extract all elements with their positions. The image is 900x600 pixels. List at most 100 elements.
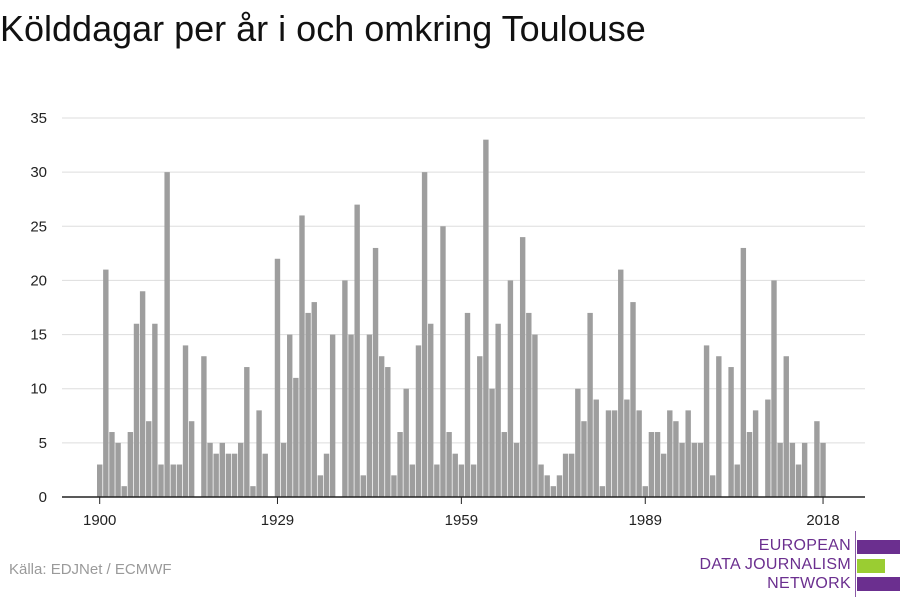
- bar-1935: [311, 302, 317, 497]
- bar-2018: [820, 442, 826, 497]
- y-tick-label: 15: [30, 327, 47, 344]
- y-axis-ticks: 0 5 10 15 20 25 30 35: [30, 110, 47, 506]
- bar-1942: [354, 204, 360, 497]
- bar-1909: [152, 323, 158, 497]
- bar-1932: [293, 377, 299, 497]
- bar-1988: [636, 410, 642, 497]
- bar-2000: [710, 475, 716, 497]
- bar-2009: [765, 399, 771, 497]
- bar-1979: [581, 421, 587, 497]
- bar-1980: [587, 312, 593, 497]
- bar-1915: [188, 421, 195, 497]
- bar-1990: [648, 432, 655, 497]
- bar-2005: [740, 247, 747, 497]
- bar-1917: [201, 356, 207, 497]
- bar-1951: [409, 464, 416, 497]
- bar-1987: [630, 302, 636, 497]
- edjnet-logo: EUROPEAN DATA JOURNALISM NETWORK: [700, 531, 900, 597]
- bar-2001: [716, 356, 722, 497]
- gridlines: [62, 117, 865, 444]
- bar-1955: [434, 464, 440, 497]
- bar-1901: [103, 269, 109, 497]
- bar-1971: [532, 334, 538, 497]
- bar-2003: [728, 367, 734, 497]
- bar-1910: [158, 464, 164, 497]
- bar-1960: [464, 312, 471, 497]
- bar-1959: [458, 464, 465, 497]
- bar-1904: [121, 486, 127, 497]
- bar-1907: [139, 291, 146, 497]
- bar-1918: [207, 442, 213, 497]
- bar-1930: [280, 442, 287, 497]
- bar-1914: [182, 345, 189, 497]
- bar-1941: [348, 334, 354, 497]
- bar-1938: [329, 334, 336, 497]
- bar-1975: [556, 475, 563, 497]
- bar-1996: [685, 410, 691, 497]
- bar-1931: [287, 334, 293, 497]
- bar-1929: [274, 258, 281, 497]
- bar-1925: [250, 486, 256, 497]
- y-tick-label: 25: [30, 218, 47, 235]
- bar-1947: [385, 367, 391, 497]
- bar-1967: [507, 280, 514, 497]
- x-tick-label: 1959: [445, 512, 478, 529]
- x-tick-label: 2018: [806, 512, 839, 529]
- bar-1926: [256, 410, 262, 497]
- bar-1981: [593, 399, 599, 497]
- y-tick-label: 0: [39, 489, 47, 506]
- bar-1912: [170, 464, 176, 497]
- bar-1973: [544, 475, 550, 497]
- source-note: Källa: EDJNet / ECMWF: [9, 561, 172, 578]
- x-tick-label: 1929: [261, 512, 294, 529]
- y-tick-label: 35: [30, 110, 47, 127]
- logo-line-2: DATA JOURNALISM: [699, 556, 851, 573]
- bar-2010: [771, 280, 777, 497]
- logo-divider: [855, 531, 856, 597]
- bar-1922: [231, 453, 238, 497]
- bar-1954: [428, 323, 434, 497]
- bar-1937: [323, 453, 330, 497]
- bar-1952: [415, 345, 422, 497]
- bar-1985: [618, 269, 624, 497]
- bar-1983: [605, 410, 612, 497]
- bar-1969: [519, 237, 526, 497]
- bar-1936: [317, 475, 324, 497]
- bar-1923: [237, 442, 244, 497]
- bar-1976: [562, 453, 569, 497]
- bars: [97, 139, 826, 498]
- bar-1905: [127, 432, 134, 497]
- bar-1962: [477, 356, 483, 497]
- bar-2006: [746, 432, 753, 497]
- bar-1934: [305, 312, 311, 497]
- bar-1956: [440, 226, 446, 498]
- chart-title: Kölddagar per år i och omkring Toulouse: [0, 8, 646, 49]
- bar-1927: [262, 453, 268, 497]
- bar-1921: [225, 453, 232, 497]
- bar-1993: [667, 410, 673, 497]
- bar-1906: [133, 323, 140, 497]
- x-tick-label: 1900: [83, 512, 116, 529]
- bar-1902: [109, 432, 115, 497]
- bar-1953: [421, 172, 428, 497]
- y-tick-label: 5: [39, 435, 47, 452]
- bar-1991: [654, 432, 661, 497]
- bar-1913: [176, 464, 183, 497]
- bar-1949: [397, 432, 403, 497]
- bar-1995: [679, 442, 685, 497]
- bar-1964: [489, 388, 495, 497]
- bar-1984: [611, 410, 618, 497]
- bar-1948: [391, 475, 397, 497]
- bar-1957: [446, 432, 452, 497]
- bar-2004: [734, 464, 740, 497]
- bar-2013: [789, 442, 796, 497]
- logo-line-3: NETWORK: [767, 575, 851, 592]
- logo-line-1: EUROPEAN: [758, 537, 851, 554]
- bar-1965: [495, 323, 501, 497]
- bar-2014: [795, 464, 802, 497]
- bar-1958: [452, 453, 458, 497]
- bar-1950: [403, 388, 409, 497]
- bar-1997: [691, 442, 698, 497]
- bar-2007: [752, 410, 759, 497]
